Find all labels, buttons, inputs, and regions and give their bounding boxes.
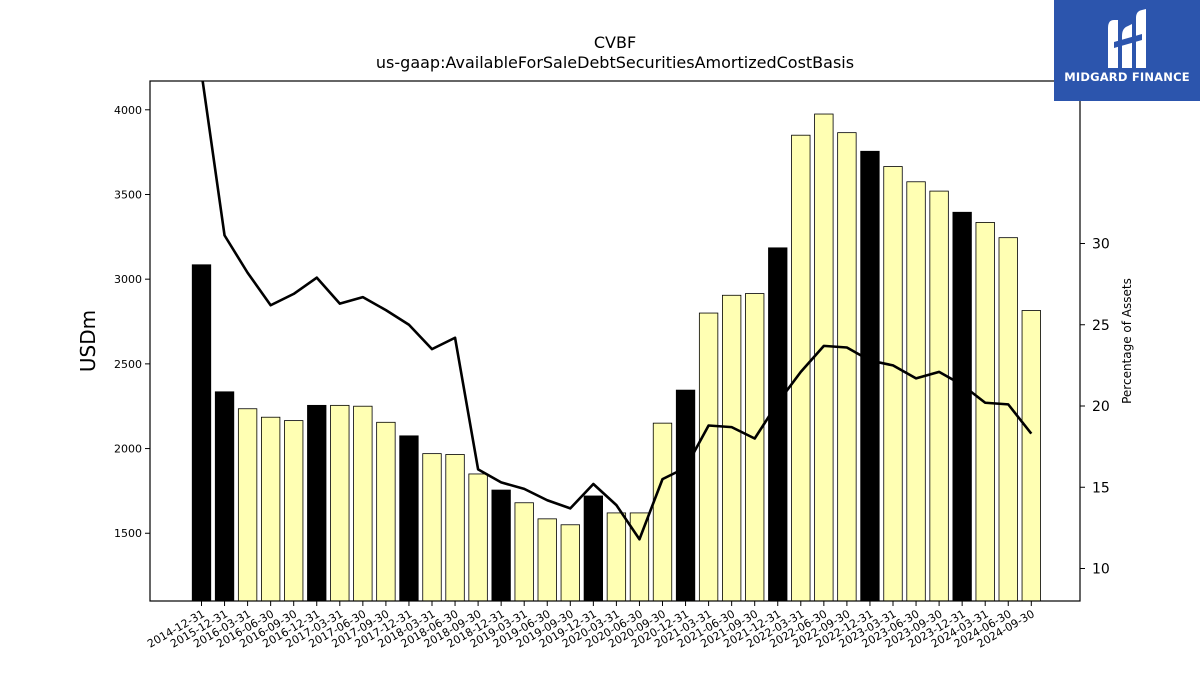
bar-2016-06-30 <box>260 416 281 602</box>
bar-2023-09-30 <box>929 190 949 602</box>
bar-2018-12-31 <box>491 489 511 602</box>
bar-2021-09-30 <box>745 293 765 602</box>
chart-subtitle: us-gaap:AvailableForSaleDebtSecuritiesAm… <box>375 53 855 72</box>
chart-title: CVBF <box>593 33 637 52</box>
bar-2014-12-31 <box>191 264 212 602</box>
bar-series <box>191 113 1041 602</box>
y2-axis-label: Percentage of Assets <box>1120 278 1134 404</box>
y2-tick-label: 20 <box>1092 399 1110 415</box>
bar-2022-03-31 <box>791 134 811 602</box>
bar-2018-03-31 <box>422 453 442 602</box>
bar-2019-12-31 <box>583 495 603 602</box>
bar-2017-06-30 <box>353 405 373 602</box>
bar-2016-03-31 <box>237 408 258 602</box>
bar-2023-06-30 <box>906 181 926 602</box>
y-tick-label: 3500 <box>114 188 142 201</box>
bar-2022-12-31 <box>860 150 880 602</box>
y2-tick-label: 10 <box>1092 562 1110 578</box>
y2-tick-label: 25 <box>1092 318 1110 334</box>
bar-2015-12-31 <box>214 391 235 602</box>
y-tick-label: 1500 <box>114 527 142 540</box>
brand-logo: MIDGARD FINANCE <box>1054 0 1200 101</box>
bar-2016-09-30 <box>284 420 304 602</box>
left-axis: 1500 2000 2500 3000 3500 4000 <box>114 104 150 540</box>
brand-name: MIDGARD FINANCE <box>1064 70 1190 84</box>
line-series <box>201 81 1033 541</box>
bar-2023-12-31 <box>952 211 972 602</box>
percentage-line <box>201 81 1033 541</box>
bar-2021-12-31 <box>768 247 788 602</box>
bar-2021-03-31 <box>698 312 719 602</box>
bar-2017-12-31 <box>399 435 419 602</box>
bar-2018-09-30 <box>468 473 488 602</box>
y2-tick-label: 30 <box>1092 237 1110 253</box>
bar-2017-09-30 <box>376 421 396 602</box>
bar-2024-06-30 <box>998 237 1018 602</box>
bar-2024-09-30 <box>1021 310 1041 602</box>
bar-2020-06-30 <box>629 512 650 602</box>
bar-2020-09-30 <box>652 422 673 602</box>
x-axis: 2014-12-312015-12-312016-03-312016-06-30… <box>145 601 1037 651</box>
y2-tick-label: 15 <box>1092 480 1110 496</box>
bar-2020-03-31 <box>606 512 627 602</box>
bar-2017-03-31 <box>330 404 350 602</box>
plot-frame <box>149 80 1081 602</box>
bar-2019-09-30 <box>560 524 580 602</box>
y-axis-label: USDm <box>76 310 100 372</box>
bar-2023-03-31 <box>883 166 903 602</box>
brand-mark-icon <box>1108 9 1146 68</box>
y-tick-label: 2000 <box>114 443 142 456</box>
bar-2020-12-31 <box>675 389 696 602</box>
y-tick-label: 3000 <box>114 273 142 286</box>
bar-2022-06-30 <box>814 113 834 602</box>
y-tick-label: 2500 <box>114 358 142 371</box>
bar-2016-12-31 <box>307 404 327 602</box>
bar-2019-06-30 <box>537 518 557 602</box>
bar-2021-06-30 <box>722 294 742 602</box>
right-axis: 10 15 20 25 30 <box>1080 237 1110 578</box>
bar-2024-03-31 <box>975 222 995 602</box>
y-tick-label: 4000 <box>114 104 142 117</box>
bar-2019-03-31 <box>514 502 534 602</box>
bar-2018-06-30 <box>445 454 465 602</box>
bar-2022-09-30 <box>837 132 857 602</box>
